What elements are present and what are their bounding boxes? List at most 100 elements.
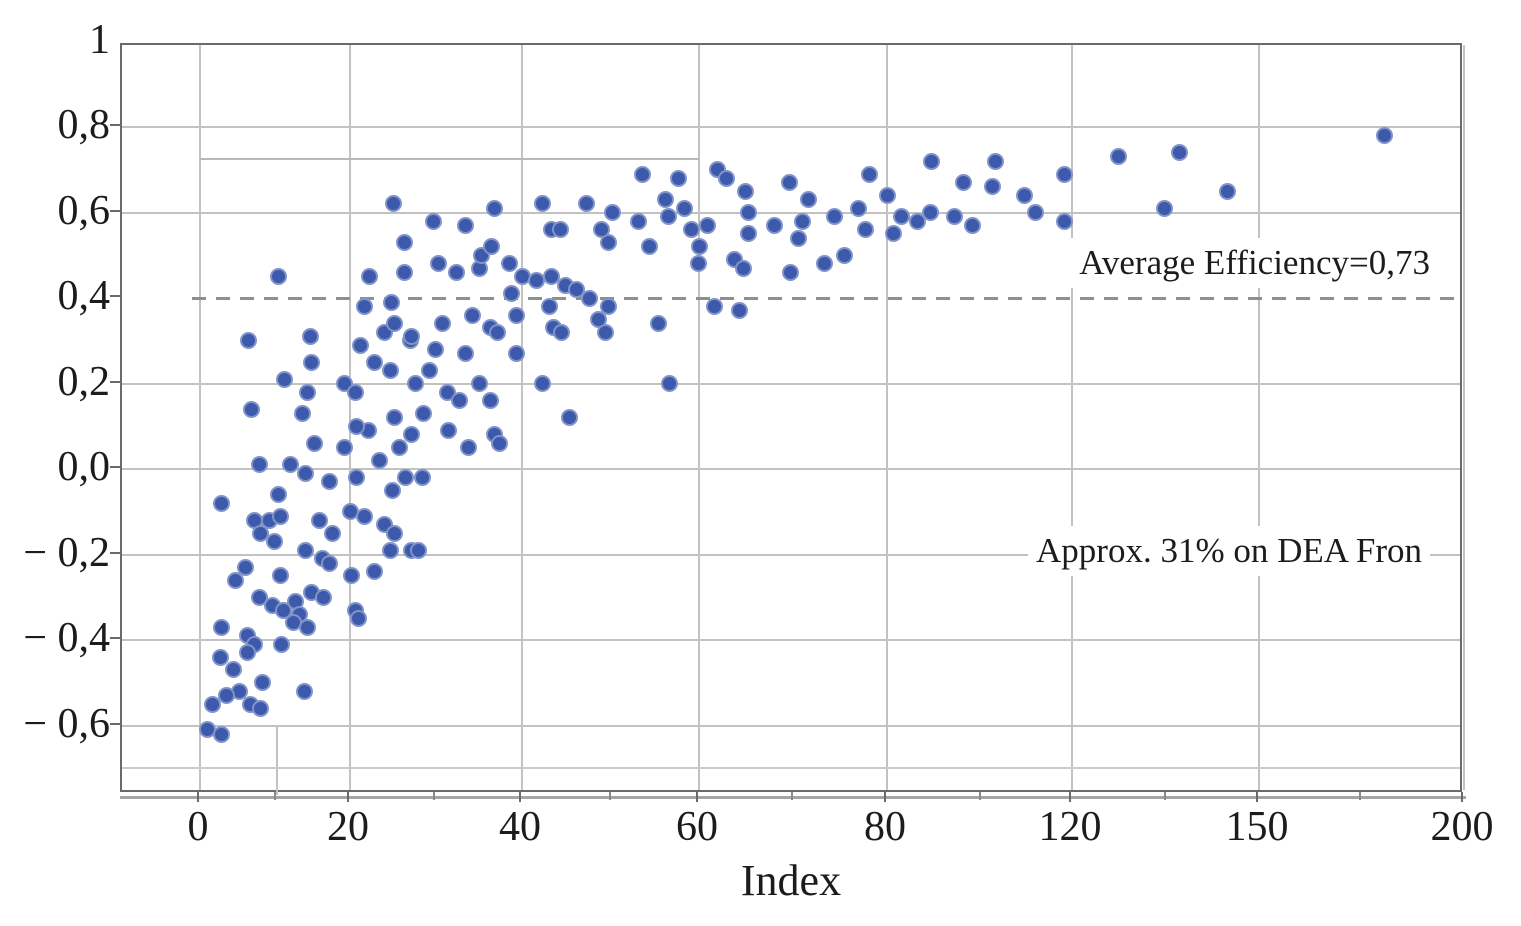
data-point <box>281 456 299 474</box>
data-point <box>271 567 289 585</box>
data-point <box>348 417 366 435</box>
data-point <box>908 212 926 230</box>
gridline-vertical <box>1463 45 1465 790</box>
y-tick-label: 0,4 <box>57 273 111 319</box>
data-point <box>793 212 811 230</box>
data-point <box>310 511 328 529</box>
data-point <box>270 486 288 504</box>
data-point <box>293 404 311 422</box>
data-point <box>578 195 596 213</box>
data-point <box>406 375 424 392</box>
data-point <box>593 221 611 239</box>
data-point <box>203 695 221 713</box>
data-point <box>370 451 388 469</box>
data-point <box>356 507 374 525</box>
data-point <box>533 375 551 392</box>
data-point <box>253 674 271 692</box>
x-tick-mark <box>696 792 698 802</box>
data-point <box>426 340 444 358</box>
data-point <box>501 255 519 273</box>
y-tick-label: − 0,6 <box>23 700 110 747</box>
data-point <box>491 434 509 452</box>
x-minor-tick-mark <box>274 792 276 800</box>
x-tick-mark <box>519 792 521 802</box>
data-point <box>251 699 269 717</box>
data-point <box>815 255 833 273</box>
data-point <box>450 392 468 410</box>
data-point <box>365 563 383 581</box>
data-point <box>691 238 709 256</box>
y-tick-label: 1 <box>89 16 110 63</box>
data-point <box>698 216 716 234</box>
data-point <box>660 208 678 226</box>
y-tick-mark <box>110 552 120 554</box>
data-point <box>551 221 569 239</box>
data-point <box>630 212 648 230</box>
data-point <box>885 225 903 243</box>
x-minor-tick-mark <box>433 792 435 800</box>
data-point <box>433 315 451 333</box>
data-point <box>306 434 324 452</box>
data-point <box>540 298 558 316</box>
data-point <box>346 383 364 401</box>
data-point <box>850 199 868 217</box>
gridline-horizontal <box>122 383 1460 385</box>
x-tick-mark <box>1461 792 1463 802</box>
data-point <box>420 362 438 380</box>
data-point <box>781 263 799 281</box>
data-point <box>217 687 235 705</box>
data-point <box>456 345 474 363</box>
data-point <box>238 644 256 662</box>
y-tick-label: − 0,4 <box>23 615 110 661</box>
data-point <box>649 315 667 333</box>
y-tick-label: − 0,2 <box>23 529 110 576</box>
data-point <box>321 473 339 491</box>
data-point <box>361 268 379 286</box>
data-point <box>485 199 503 217</box>
data-point <box>410 541 428 559</box>
data-point <box>689 255 707 273</box>
gridline-vertical <box>199 45 201 790</box>
x-minor-tick-mark <box>791 792 793 800</box>
data-point <box>211 648 229 666</box>
x-minor-tick-mark <box>1359 792 1361 800</box>
data-point <box>1016 186 1034 204</box>
data-point <box>1055 165 1073 183</box>
x-tick-mark <box>197 792 199 802</box>
faint-gridline <box>122 767 1460 769</box>
gridline-horizontal <box>122 554 1460 556</box>
x-tick-label: 20 <box>327 804 369 850</box>
data-point <box>351 336 369 354</box>
data-point <box>1156 199 1174 217</box>
data-point <box>295 682 313 700</box>
data-point <box>298 618 316 636</box>
data-point <box>860 165 878 183</box>
data-point <box>348 469 366 487</box>
data-point <box>430 255 448 273</box>
data-point <box>765 216 783 234</box>
y-tick-mark <box>110 295 120 297</box>
average-efficiency-annotation: Average Efficiency=0,73 <box>1071 238 1438 288</box>
dea-frontier-annotation: Approx. 31% on DEA Fron <box>1028 526 1430 576</box>
data-point <box>533 195 551 213</box>
data-point <box>740 225 758 243</box>
data-point <box>736 182 754 200</box>
x-tick-label: 120 <box>1038 804 1102 850</box>
data-point <box>986 152 1004 170</box>
data-point <box>303 353 321 371</box>
data-point <box>1375 127 1393 145</box>
data-point <box>790 229 808 247</box>
data-point <box>403 327 421 345</box>
data-point <box>323 524 341 542</box>
data-point <box>946 208 964 226</box>
data-point <box>381 362 399 380</box>
data-point <box>923 152 941 170</box>
x-tick-mark <box>884 792 886 802</box>
data-point <box>391 439 409 457</box>
data-point <box>1055 212 1073 230</box>
data-point <box>336 439 354 457</box>
x-tick-mark <box>1256 792 1258 802</box>
data-point <box>320 554 338 572</box>
data-point <box>250 588 268 606</box>
data-point <box>395 233 413 251</box>
